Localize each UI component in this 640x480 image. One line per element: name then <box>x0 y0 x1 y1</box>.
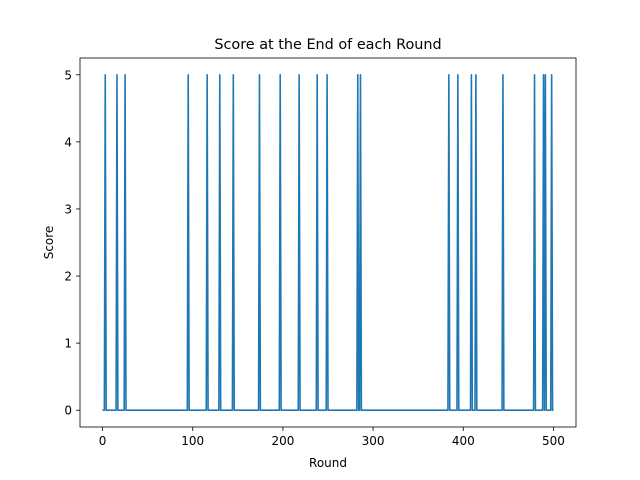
y-tick-label-3: 3 <box>64 202 72 216</box>
y-tick-label-2: 2 <box>64 270 72 284</box>
y-axis-label: Score <box>42 226 56 260</box>
y-tick-label-0: 0 <box>64 404 72 418</box>
chart-title: Score at the End of each Round <box>214 37 441 53</box>
x-axis: 0 100 200 300 400 500 <box>99 427 565 448</box>
y-tick-label-5: 5 <box>64 68 72 82</box>
x-tick-label-300: 300 <box>362 434 385 448</box>
x-tick-label-500: 500 <box>542 434 565 448</box>
x-tick-label-100: 100 <box>181 434 204 448</box>
axes-frame <box>79 57 577 428</box>
plot-area <box>102 73 554 412</box>
series-line <box>102 73 554 412</box>
y-axis: 0 1 2 3 4 5 <box>64 68 80 418</box>
y-tick-label-1: 1 <box>64 337 72 351</box>
x-tick-label-200: 200 <box>271 434 294 448</box>
x-tick-label-0: 0 <box>99 434 107 448</box>
x-tick-label-400: 400 <box>452 434 475 448</box>
x-axis-label: Round <box>309 456 347 470</box>
y-tick-label-4: 4 <box>64 135 72 149</box>
